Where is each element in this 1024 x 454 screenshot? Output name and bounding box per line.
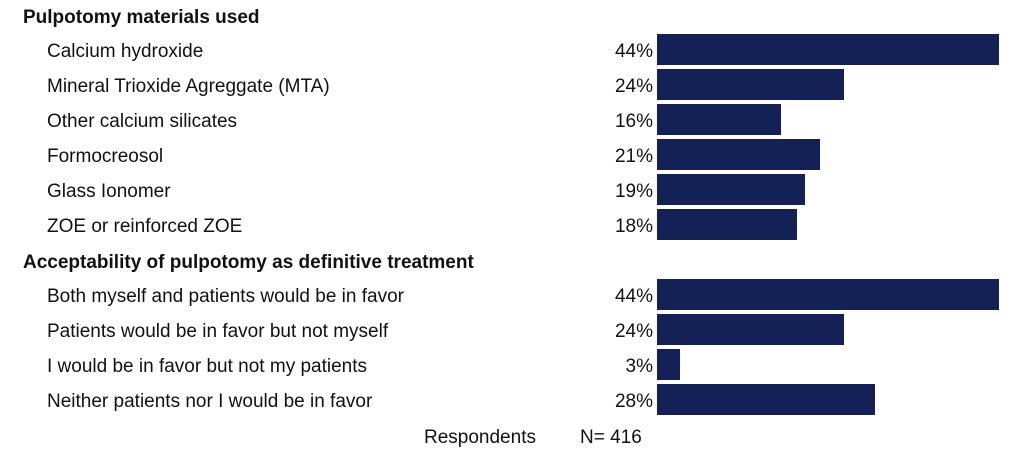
bar xyxy=(657,104,781,135)
section-title-materials: Pulpotomy materials used xyxy=(23,7,260,28)
row-value: 18% xyxy=(614,216,653,237)
row-value: 21% xyxy=(614,146,653,167)
respondents-count: N= 416 xyxy=(580,427,642,448)
bar xyxy=(657,349,680,380)
row-label: Neither patients nor I would be in favor xyxy=(47,391,373,412)
bar xyxy=(657,314,844,345)
row-label: Both myself and patients would be in fav… xyxy=(47,286,404,307)
bar xyxy=(657,69,844,100)
bar xyxy=(657,34,999,65)
row-value: 24% xyxy=(614,321,653,342)
respondents-label: Respondents xyxy=(424,427,536,448)
section-title-acceptability: Acceptability of pulpotomy as definitive… xyxy=(23,252,474,273)
row-label: ZOE or reinforced ZOE xyxy=(47,216,243,237)
row-value: 28% xyxy=(614,391,653,412)
row-label: Formocreosol xyxy=(47,146,164,167)
row-value: 19% xyxy=(614,181,653,202)
row-label: Glass Ionomer xyxy=(47,181,171,202)
bar xyxy=(657,174,805,205)
row-value: 16% xyxy=(614,111,653,132)
row-value: 44% xyxy=(614,286,653,307)
row-label: I would be in favor but not my patients xyxy=(47,356,368,377)
row-label: Mineral Trioxide Agreggate (MTA) xyxy=(47,76,330,97)
row-value: 24% xyxy=(614,76,653,97)
bar xyxy=(657,209,797,240)
row-label: Calcium hydroxide xyxy=(47,41,204,62)
bar xyxy=(657,139,820,170)
row-value: 44% xyxy=(614,41,653,62)
bar xyxy=(657,384,875,415)
bar xyxy=(657,279,999,310)
row-value: 3% xyxy=(625,356,653,377)
row-label: Other calcium silicates xyxy=(47,111,238,132)
row-label: Patients would be in favor but not mysel… xyxy=(47,321,389,342)
